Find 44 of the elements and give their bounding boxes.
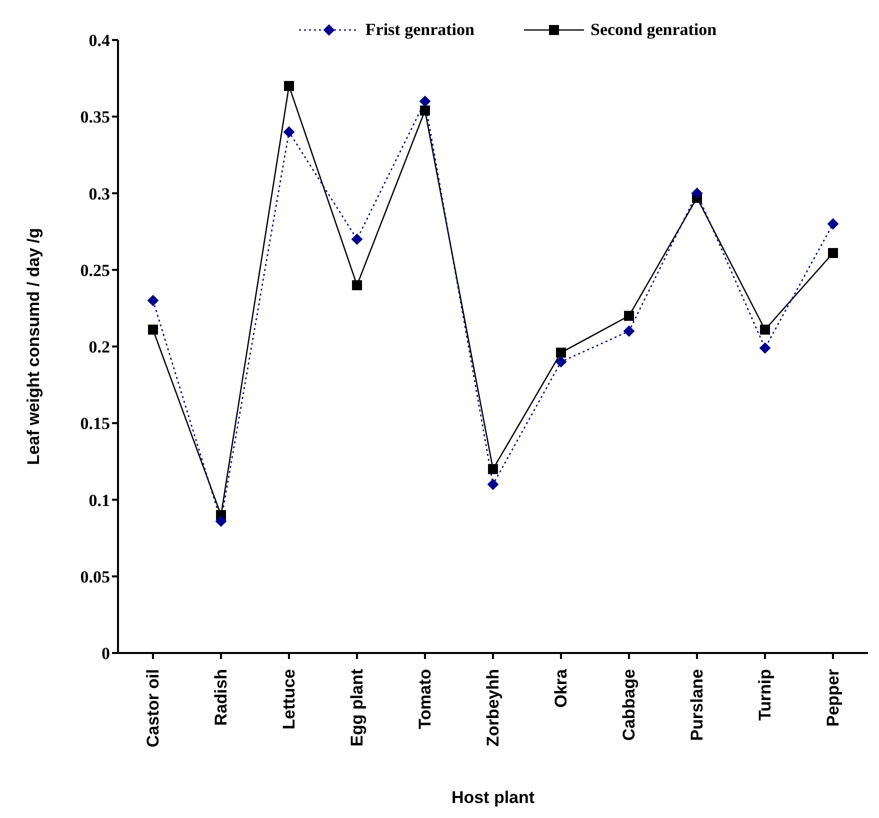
point	[216, 516, 226, 527]
x-tick-label: Egg plant	[348, 668, 366, 746]
point	[624, 326, 634, 337]
point	[488, 478, 498, 490]
y-tick-label: 0.3	[88, 184, 110, 204]
point	[488, 464, 498, 474]
point	[556, 356, 566, 368]
point	[760, 342, 770, 354]
x-tick-label: Lettuce	[280, 669, 298, 730]
point	[420, 96, 430, 107]
point	[624, 310, 634, 321]
y-tick-label: 0.2	[88, 338, 110, 357]
point	[556, 348, 566, 358]
y-tick-label: 0.35	[80, 108, 110, 127]
x-tick-label: Castor oil	[144, 669, 162, 748]
point	[284, 126, 294, 138]
x-tick-label: Purslane	[688, 669, 706, 741]
x-tick-label: Pepper	[824, 668, 842, 727]
x-tick-label: Okra	[552, 668, 570, 708]
point	[828, 248, 838, 258]
x-axis-title: Host plant	[451, 788, 535, 807]
x-tick-label: Zorbeyhh	[484, 669, 502, 746]
x-tick-label: Radish	[212, 669, 230, 726]
y-tick-label: 0	[102, 644, 110, 664]
legend-label: Second genration	[590, 20, 717, 40]
x-tick-label: Turnip	[756, 669, 774, 721]
y-tick-label: 0.25	[80, 260, 110, 280]
y-tick-label: 0.15	[80, 414, 110, 434]
y-axis-title: Leaf weight consumd / day /g	[24, 228, 44, 466]
y-tick-label: 0.4	[88, 31, 110, 50]
x-tick-label: Cabbage	[620, 669, 638, 741]
point	[148, 324, 158, 335]
y-tick-label: 0.1	[88, 490, 110, 510]
point	[284, 80, 294, 91]
point	[760, 324, 770, 335]
y-tick-label: 0.05	[80, 567, 110, 586]
legend-label: Frist genration	[365, 20, 474, 40]
point	[828, 218, 838, 230]
point	[148, 295, 158, 306]
point	[352, 234, 362, 245]
point	[352, 280, 362, 290]
point	[420, 105, 430, 116]
point	[692, 188, 702, 199]
x-tick-label: Tomato	[416, 669, 434, 730]
